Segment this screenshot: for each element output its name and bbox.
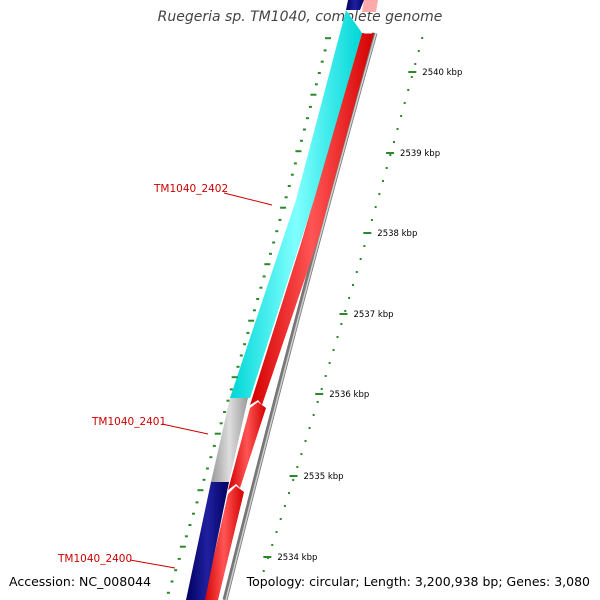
connector-2401 bbox=[161, 423, 209, 435]
kbp-ruler: 2540 kbp 2539 kbp 2538 kbp 2537 kbp 2536 kbp… bbox=[262, 37, 462, 572]
gene-label-2402: TM1040_2402 bbox=[153, 183, 228, 195]
gene-feature-2402 bbox=[230, 10, 362, 398]
kbp-label: 2537 kbp bbox=[353, 310, 393, 320]
gene-track bbox=[186, 0, 378, 600]
gene-feature-2400-lower bbox=[186, 482, 229, 600]
cds-feature-2401 bbox=[228, 402, 266, 490]
connector-2400 bbox=[129, 559, 176, 569]
gene-feature-2401 bbox=[211, 398, 248, 482]
kbp-label: 2538 kbp bbox=[377, 229, 417, 239]
gene-label-2400: TM1040_2400 bbox=[57, 553, 132, 565]
cds-track bbox=[204, 32, 374, 600]
kbp-label: 2535 kbp bbox=[304, 472, 344, 482]
cds-feature-2402 bbox=[250, 33, 374, 405]
kbp-label: 2540 kbp bbox=[422, 68, 462, 78]
genome-summary-text: Topology: circular; Length: 3,200,938 bp… bbox=[246, 574, 590, 589]
inner-ruler bbox=[166, 37, 331, 594]
gene-feature-2400 bbox=[346, 0, 364, 10]
kbp-label: 2539 kbp bbox=[400, 149, 440, 159]
gene-label-2401: TM1040_2401 bbox=[91, 416, 166, 428]
kbp-label: 2534 kbp bbox=[277, 553, 317, 563]
backbone-line bbox=[222, 32, 378, 600]
connector-2402 bbox=[223, 192, 273, 206]
cds-feature-2400 bbox=[204, 486, 244, 600]
accession-text: Accession: NC_008044 bbox=[9, 574, 152, 589]
map-title: Ruegeria sp. TM1040, complete genome bbox=[157, 9, 443, 25]
kbp-label: 2536 kbp bbox=[329, 390, 369, 400]
